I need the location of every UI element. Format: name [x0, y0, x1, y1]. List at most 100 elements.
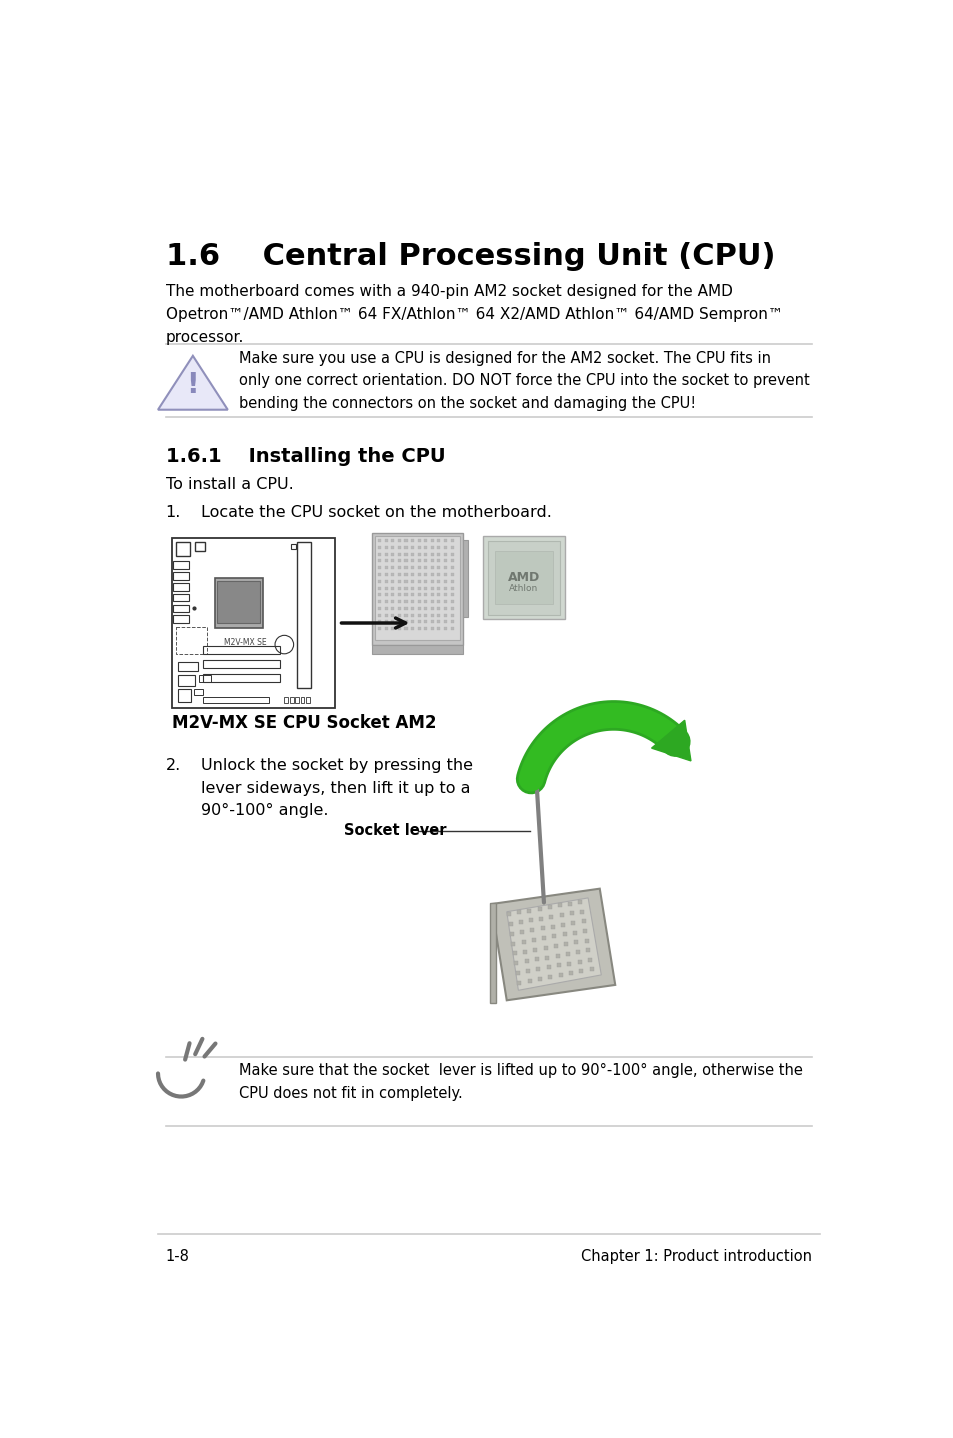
Bar — [495, 551, 553, 604]
Bar — [417, 580, 420, 582]
Bar — [411, 594, 414, 597]
Bar — [424, 546, 427, 549]
Bar — [443, 600, 447, 603]
Bar — [450, 567, 454, 569]
Bar — [175, 627, 207, 654]
Bar — [404, 539, 407, 542]
Bar — [411, 552, 414, 555]
Bar — [214, 578, 262, 628]
Bar — [391, 587, 394, 590]
Bar — [384, 627, 387, 630]
Bar — [377, 539, 381, 542]
Bar — [424, 607, 427, 610]
Bar — [203, 660, 280, 667]
Bar — [443, 587, 447, 590]
Bar — [397, 587, 400, 590]
Bar — [384, 567, 387, 569]
Bar — [411, 607, 414, 610]
Text: The motherboard comes with a 940-pin AM2 socket designed for the AMD
Opetron™/AM: The motherboard comes with a 940-pin AM2… — [166, 285, 782, 345]
Bar — [411, 559, 414, 562]
Bar — [377, 587, 381, 590]
Bar — [436, 594, 440, 597]
Bar — [443, 539, 447, 542]
Bar — [397, 546, 400, 549]
Bar — [178, 676, 195, 686]
Bar — [450, 539, 454, 542]
Bar — [450, 587, 454, 590]
Bar — [384, 580, 387, 582]
Bar — [391, 567, 394, 569]
Bar — [443, 614, 447, 617]
Bar — [431, 594, 434, 597]
Bar — [417, 567, 420, 569]
Bar — [404, 614, 407, 617]
Bar — [417, 546, 420, 549]
Bar — [173, 604, 189, 613]
Bar — [391, 627, 394, 630]
Bar — [404, 587, 407, 590]
Bar — [397, 594, 400, 597]
Bar — [436, 559, 440, 562]
Text: Chapter 1: Product introduction: Chapter 1: Product introduction — [580, 1250, 811, 1264]
Bar — [384, 594, 387, 597]
Bar — [443, 572, 447, 577]
Bar — [404, 552, 407, 555]
Bar — [463, 539, 468, 617]
Bar — [424, 627, 427, 630]
Text: !: ! — [187, 371, 199, 400]
Bar — [417, 620, 420, 624]
Bar — [203, 697, 269, 703]
Text: Unlock the socket by pressing the
lever sideways, then lift it up to a
90°-100° : Unlock the socket by pressing the lever … — [200, 758, 472, 818]
Polygon shape — [158, 355, 228, 410]
Bar — [173, 615, 189, 623]
Bar — [391, 594, 394, 597]
Bar — [443, 567, 447, 569]
Bar — [450, 572, 454, 577]
Bar — [436, 607, 440, 610]
Bar — [391, 580, 394, 582]
Bar — [178, 689, 191, 702]
Bar — [411, 587, 414, 590]
Bar — [450, 594, 454, 597]
Bar — [411, 580, 414, 582]
Bar — [411, 546, 414, 549]
Bar — [397, 572, 400, 577]
Bar — [384, 552, 387, 555]
Polygon shape — [491, 889, 615, 1001]
Bar — [436, 587, 440, 590]
Bar — [397, 580, 400, 582]
Bar — [377, 572, 381, 577]
Bar — [377, 614, 381, 617]
Text: To install a CPU.: To install a CPU. — [166, 477, 294, 492]
Bar — [450, 552, 454, 555]
Bar — [384, 559, 387, 562]
Bar — [436, 552, 440, 555]
Bar — [397, 552, 400, 555]
Bar — [417, 539, 420, 542]
Bar — [404, 559, 407, 562]
Bar — [203, 674, 280, 682]
Bar — [291, 545, 295, 549]
Bar — [431, 614, 434, 617]
Bar — [411, 614, 414, 617]
Bar — [404, 567, 407, 569]
Bar — [411, 572, 414, 577]
Bar — [436, 627, 440, 630]
Bar — [294, 697, 298, 703]
Bar — [443, 627, 447, 630]
Bar — [488, 541, 559, 614]
Bar — [417, 600, 420, 603]
Bar — [436, 600, 440, 603]
Bar — [431, 627, 434, 630]
Bar — [489, 903, 496, 1002]
Bar — [417, 572, 420, 577]
Bar — [391, 552, 394, 555]
Bar — [404, 580, 407, 582]
Bar — [443, 594, 447, 597]
Bar — [431, 607, 434, 610]
Bar — [391, 600, 394, 603]
Bar — [397, 539, 400, 542]
Bar — [178, 661, 197, 670]
Bar — [377, 580, 381, 582]
Bar — [216, 581, 260, 623]
